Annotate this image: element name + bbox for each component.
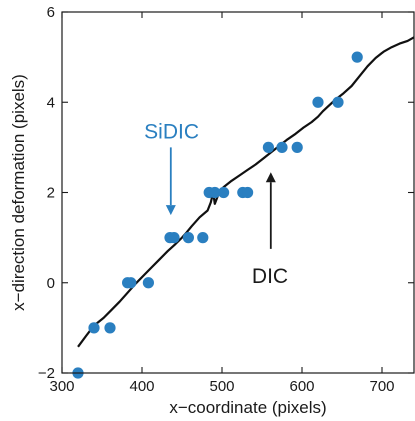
x-tick-label: 500	[209, 378, 234, 395]
dic-series	[77, 36, 415, 348]
sidic-point	[142, 277, 154, 289]
sidic-point	[291, 141, 303, 153]
sidic-point	[125, 277, 137, 289]
annotation-label: DIC	[252, 265, 288, 288]
y-tick-label: 6	[47, 4, 55, 21]
x-axis-label: x−coordinate (pixels)	[169, 398, 326, 417]
dic-line	[77, 36, 415, 348]
annotation-arrow-head	[165, 205, 176, 216]
annotations: SiDIC DIC	[144, 121, 288, 288]
sidic-point	[88, 322, 100, 334]
y-tick-label: −2	[38, 365, 55, 382]
y-tick-label: 2	[47, 185, 55, 202]
sidic-point	[242, 186, 254, 199]
sidic-point	[332, 96, 344, 108]
annotation-label: SiDIC	[144, 121, 199, 144]
sidic-point	[312, 96, 324, 108]
x-tick-label: 700	[369, 378, 394, 395]
sidic-point	[182, 232, 194, 244]
plot-frame	[61, 11, 415, 374]
y-tick-label: 4	[47, 94, 55, 111]
x-tick-label: 300	[49, 378, 74, 395]
sidic-point	[209, 186, 221, 199]
tick-labels: 300 400 500 600 700 −2 0 2 4 6	[38, 4, 395, 395]
sidic-point	[197, 232, 209, 244]
x-tick-label: 600	[289, 378, 314, 395]
sidic-point	[168, 232, 180, 244]
y-tick-label: 0	[47, 275, 55, 292]
y-axis-label: x−direction deformation (pixels)	[9, 74, 28, 311]
sidic-point	[351, 51, 363, 63]
x-tick-label: 400	[129, 378, 154, 395]
sidic-series	[72, 51, 363, 379]
sidic-point	[262, 141, 274, 153]
annotation-arrow-head	[265, 172, 276, 183]
sidic-point	[218, 186, 230, 199]
sidic-point	[276, 141, 288, 153]
sidic-point	[104, 322, 116, 334]
